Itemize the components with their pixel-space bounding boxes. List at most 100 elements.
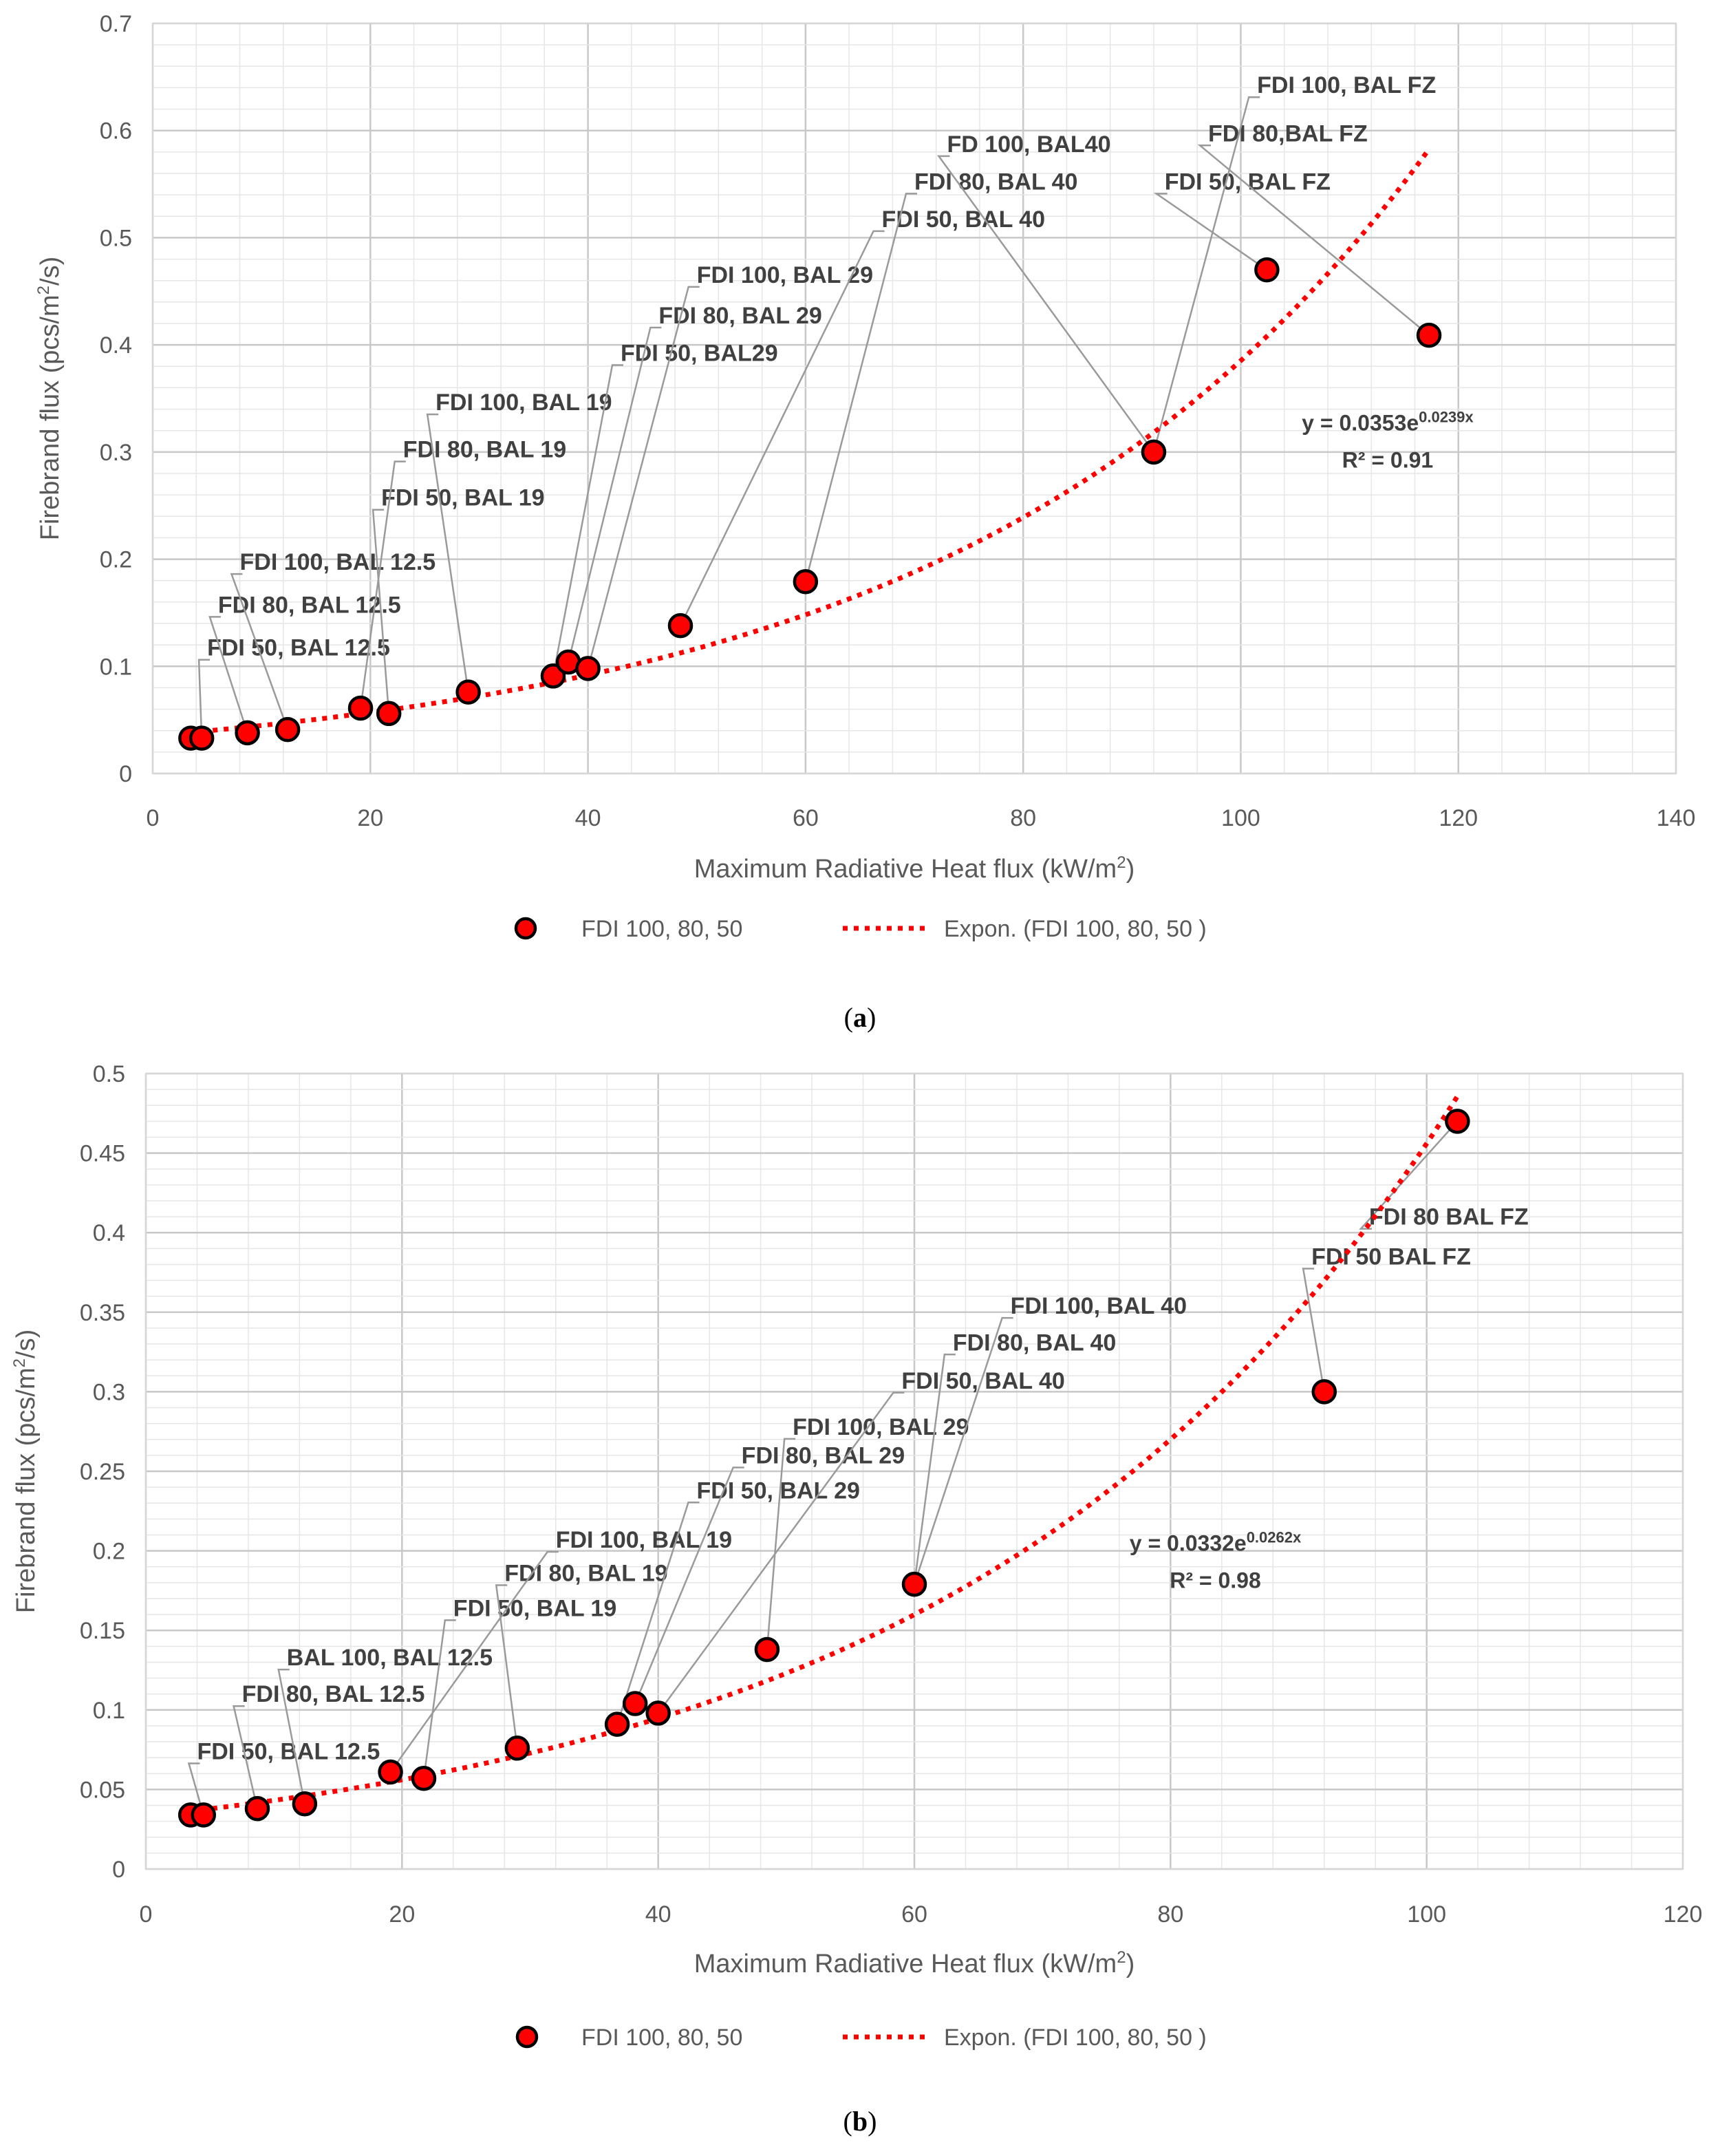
y-tick-label: 0.4	[100, 332, 132, 359]
annotation-label: FDI 100, BAL 29	[697, 262, 873, 288]
caption-open-paren: (	[843, 2106, 852, 2137]
y-tick-label: 0.1	[100, 654, 132, 680]
annotation-leader-line	[567, 326, 662, 663]
legend-label-points: FDI 100, 80, 50	[581, 2025, 742, 2051]
y-tick-label: 0.2	[93, 1539, 125, 1565]
annotation-leader-line	[587, 286, 700, 669]
data-point	[378, 1759, 403, 1785]
y-tick-label: 0.5	[100, 225, 132, 251]
annotation-leader-line	[422, 1619, 456, 1779]
annotation-label: FDI 80, BAL 29	[742, 1442, 905, 1469]
annotation-leader-line	[495, 1584, 519, 1749]
annotation-label: FDI 50, BAL FZ	[1165, 169, 1331, 195]
annotation-leader-line	[1153, 193, 1268, 271]
y-tick-label: 0	[112, 1857, 125, 1883]
x-tick-label: 0	[147, 805, 160, 831]
legend: FDI 100, 80, 50 Expon. (FDI 100, 80, 50 )	[514, 916, 1207, 942]
data-point	[645, 1700, 671, 1726]
trendline-equation-exponent: 0.0262x	[1247, 1529, 1302, 1546]
data-point	[191, 1802, 217, 1828]
plot-area	[145, 1073, 1684, 1870]
annotation-label: FDI 80, BAL 12.5	[218, 592, 401, 618]
data-point	[244, 1795, 270, 1822]
data-point	[189, 725, 215, 751]
annotation-label: FDI 100, BAL 19	[436, 389, 612, 416]
y-tick-label: 0.5	[93, 1061, 125, 1087]
annotation-label: FDI 50, BAL 40	[901, 1368, 1064, 1394]
data-point	[1416, 322, 1442, 348]
y-tick-label: 0.45	[80, 1141, 125, 1167]
x-tick-label: 120	[1439, 805, 1478, 831]
y-tick-label: 0.1	[93, 1698, 125, 1724]
y-axis-title-end: /s)	[12, 1330, 41, 1358]
x-tick-label: 40	[575, 805, 601, 831]
data-point	[754, 1636, 780, 1663]
y-tick-label: 0.3	[100, 440, 132, 466]
data-point	[376, 701, 402, 727]
data-point	[793, 569, 819, 595]
annotation-leader-line	[197, 659, 211, 738]
legend-label-points: FDI 100, 80, 50	[581, 916, 742, 942]
x-tick-label: 20	[389, 1901, 415, 1928]
caption-close-paren: )	[867, 1002, 876, 1033]
x-tick-label: 120	[1664, 1901, 1703, 1928]
annotation-leader-line	[426, 413, 469, 692]
annotation-leader-line	[1152, 96, 1260, 453]
data-points	[178, 1109, 1470, 1828]
trendline-equation-exponent: 0.0239x	[1419, 409, 1474, 426]
x-tick-label: 60	[793, 805, 819, 831]
annotation-leader-line	[913, 1316, 1013, 1585]
x-axis-title-superscript: 2	[1117, 1948, 1126, 1967]
y-axis-title-main: Firebrand flux (pcs/m	[12, 1367, 41, 1613]
data-point	[540, 663, 566, 689]
annotation-leader-line	[277, 1668, 306, 1804]
data-point	[604, 1711, 630, 1737]
y-tick-label: 0.6	[100, 118, 132, 145]
x-axis-title-superscript: 2	[1117, 853, 1126, 872]
x-tick-label: 100	[1407, 1901, 1446, 1928]
annotation-label: FDI 50, BAL 12.5	[207, 635, 390, 661]
annotation-label: FDI 100, BAL 19	[556, 1527, 732, 1553]
data-point	[275, 716, 301, 743]
data-point	[901, 1571, 927, 1597]
x-axis-title-main: Maximum Radiative Heat flux (kW/m	[694, 1950, 1117, 1978]
data-point	[1445, 1109, 1470, 1134]
annotation-leader-line	[389, 1550, 559, 1773]
trendline-equation-base: y = 0.0353e	[1302, 411, 1419, 436]
chart-panel-b: 0 20 40 60 80 100 120 0 0.05 0.1 0.15 0.2 0.25 0.3 0.3…	[10, 1061, 1702, 2137]
data-point	[1254, 257, 1280, 283]
x-axis-title-main: Maximum Radiative Heat flux (kW/m	[694, 855, 1117, 884]
annotation-leader-line	[372, 509, 390, 714]
annotation-leader-line	[187, 1762, 204, 1815]
exponential-trendline	[191, 147, 1431, 735]
annotation-leader-line	[616, 1502, 700, 1725]
annotation-label: FDI 50, BAL 12.5	[197, 1738, 380, 1764]
caption-close-paren: )	[868, 2106, 877, 2137]
caption-letter: a	[853, 1002, 867, 1033]
annotation-label: FDI 100, BAL FZ	[1257, 72, 1436, 98]
annotation-leader-line	[230, 573, 289, 730]
y-tick-label: 0.05	[80, 1777, 125, 1803]
data-point	[1141, 439, 1167, 465]
data-point	[622, 1691, 648, 1716]
legend-label-trendline: Expon. (FDI 100, 80, 50 )	[944, 2025, 1207, 2051]
y-axis-title: Firebrand flux (pcs/m2/s)	[10, 1330, 41, 1613]
annotation-leader-line	[657, 1391, 905, 1714]
trendline-r-squared: R² = 0.98	[1170, 1568, 1261, 1593]
data-point	[575, 656, 601, 681]
chart-panel-a: 0 20 40 60 80 100 120 140 0 0.1 0.2 0.3 0.4 0.5 0.6 0.7…	[34, 11, 1695, 1033]
annotation-leader-line	[679, 230, 885, 626]
annotation-leader-line	[1302, 1268, 1325, 1392]
annotation-leader-line	[634, 1466, 744, 1705]
trendline-r-squared: R² = 0.91	[1342, 448, 1434, 473]
annotation-leader-line	[913, 1354, 956, 1585]
annotation-label: FDI 50, BAL 29	[697, 1477, 860, 1504]
x-axis-title-end: )	[1126, 855, 1135, 884]
data-point	[292, 1791, 318, 1817]
y-tick-label: 0.25	[80, 1459, 125, 1485]
panel-caption: (a)	[844, 1002, 877, 1033]
x-tick-label: 80	[1157, 1901, 1183, 1928]
trendline-equation-base: y = 0.0332e	[1130, 1531, 1247, 1556]
y-axis-title-superscript: 2	[10, 1358, 29, 1367]
